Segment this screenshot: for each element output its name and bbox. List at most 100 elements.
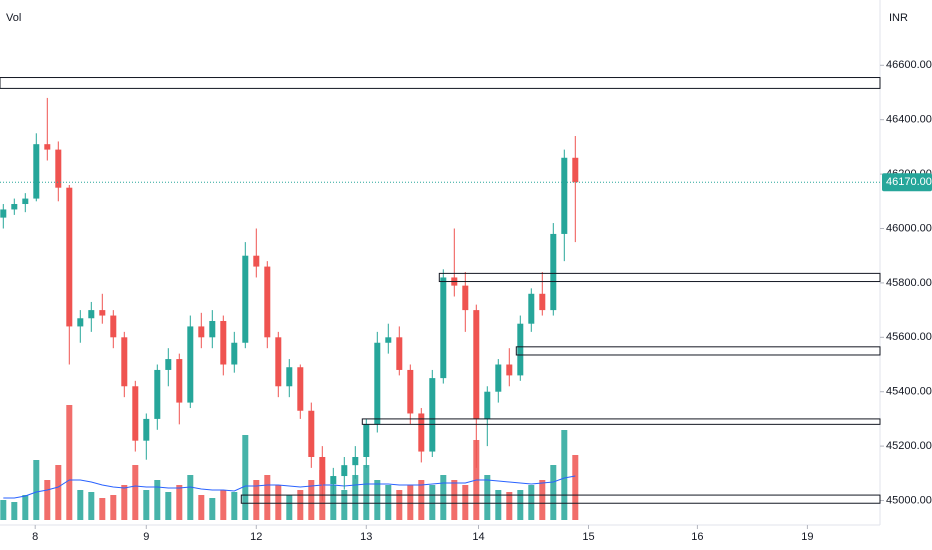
candle-body <box>231 342 238 365</box>
x-tick-label: 14 <box>472 531 484 543</box>
volume-bar <box>253 480 260 520</box>
y-tick-label: 46000.00 <box>886 222 932 234</box>
volume-bar <box>539 480 546 520</box>
x-tick-label: 8 <box>32 531 38 543</box>
volume-bar <box>308 480 315 520</box>
volume-bar <box>451 480 458 520</box>
zone <box>515 346 881 356</box>
candle-body <box>550 233 557 311</box>
candle-body <box>528 293 535 324</box>
volume-bar <box>517 490 524 520</box>
volume-bar <box>484 475 491 520</box>
x-tick-label: 16 <box>691 531 703 543</box>
candle-body <box>407 369 414 414</box>
candle-body <box>572 157 579 183</box>
candle-body <box>396 337 403 370</box>
candle-body <box>0 209 7 218</box>
volume-bar <box>198 495 205 520</box>
zone <box>0 77 881 89</box>
volume-bar <box>396 490 403 520</box>
volume-bar <box>110 495 117 520</box>
volume-bar <box>66 405 73 520</box>
candle-body <box>242 255 249 343</box>
candle-body <box>198 326 205 338</box>
volume-bar <box>275 485 282 520</box>
candle-body <box>99 310 106 316</box>
volume-bar <box>231 492 238 520</box>
volume-bar <box>385 485 392 520</box>
volume-bar <box>462 485 469 520</box>
candle-body <box>352 456 359 466</box>
candle-body <box>264 266 271 338</box>
volume-bar <box>528 485 535 520</box>
candle-body <box>286 367 293 387</box>
y-tick-label: 45600.00 <box>886 331 932 343</box>
y-tick-label: 46600.00 <box>886 59 932 71</box>
volume-bar <box>495 490 502 520</box>
candle-body <box>132 386 139 441</box>
volume-bar <box>121 485 128 520</box>
candle-body <box>88 310 95 319</box>
y-tick-label: 45400.00 <box>886 386 932 398</box>
volume-bar <box>33 460 40 520</box>
volume-bar <box>374 480 381 520</box>
candle-body <box>143 418 150 441</box>
volume-bar <box>429 485 436 520</box>
volume-bar <box>220 490 227 520</box>
volume-bar <box>363 465 370 520</box>
candle-body <box>22 198 29 205</box>
candle-body <box>209 320 216 338</box>
volume-bar <box>297 490 304 520</box>
candle-body <box>11 204 18 210</box>
y-tick-label: 46400.00 <box>886 114 932 126</box>
candle-body <box>462 285 469 311</box>
candle-body <box>385 337 392 343</box>
candle-body <box>308 410 315 457</box>
volume-bar <box>187 475 194 520</box>
volume-bar <box>209 498 216 520</box>
candle-body <box>187 326 194 403</box>
volume-bar <box>77 490 84 520</box>
volume-bar <box>550 465 557 520</box>
zone <box>240 494 881 504</box>
candle-body <box>484 391 491 419</box>
candle-body <box>297 367 304 411</box>
y-tick-label: 45800.00 <box>886 277 932 289</box>
candle-body <box>517 323 524 376</box>
candle-body <box>55 149 62 188</box>
volume-bar <box>407 485 414 520</box>
volume-bar <box>0 500 7 520</box>
volume-bar <box>242 435 249 520</box>
candle-body <box>319 456 326 485</box>
volume-bar <box>330 485 337 520</box>
candle-body <box>165 359 172 370</box>
last-price-box <box>882 173 932 192</box>
candle-body <box>539 293 546 311</box>
candle-body <box>110 315 117 338</box>
last-price-label: 46170.00 <box>886 176 932 188</box>
volume-bar <box>165 492 172 520</box>
volume-bar <box>506 492 513 520</box>
volume-bar <box>143 490 150 520</box>
volume-bar <box>418 480 425 520</box>
volume-bar <box>176 485 183 520</box>
x-tick-label: 19 <box>801 531 813 543</box>
candle-body <box>429 378 436 452</box>
candle-body <box>495 364 502 392</box>
candle-body <box>121 337 128 387</box>
zone <box>438 272 881 283</box>
candle-body <box>561 157 568 234</box>
volume-bar <box>55 465 62 520</box>
volume-bar <box>44 480 51 520</box>
volume-bar <box>154 480 161 520</box>
candle-body <box>506 364 513 376</box>
candle-body <box>330 476 337 485</box>
volume-bar <box>11 502 18 520</box>
candle-body <box>44 144 51 150</box>
x-tick-label: 15 <box>582 531 594 543</box>
volume-bar <box>99 498 106 520</box>
volume-bar <box>352 475 359 520</box>
volume-bar <box>88 492 95 520</box>
volume-bar <box>286 495 293 520</box>
